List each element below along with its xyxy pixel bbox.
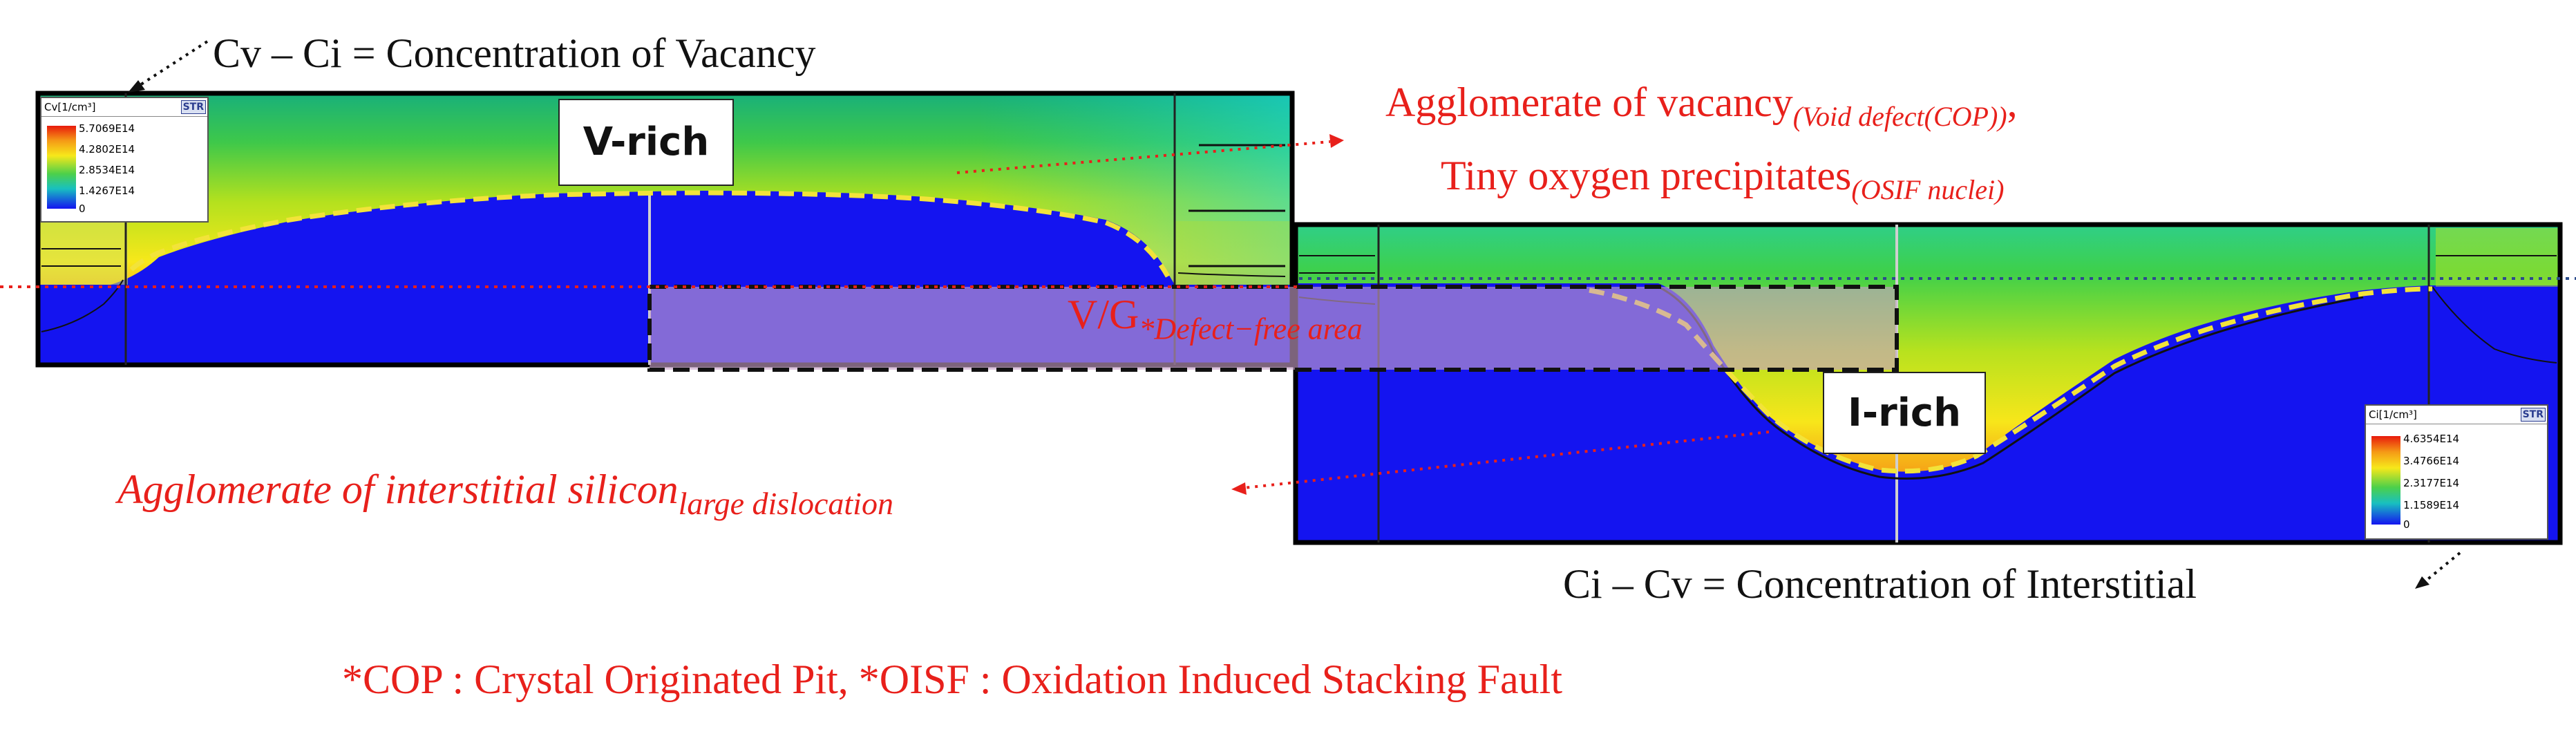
legend-vacancy-tick: 1.4267E14 — [79, 185, 135, 197]
legend-vacancy: Cv[1/cm³] STR 5.7069E14 4.2802E14 2.8534… — [40, 97, 209, 223]
legend-interstitial-header: Ci[1/cm³] STR — [2366, 406, 2547, 424]
agglomerate-vacancy-text: Agglomerate of vacancy(Void defect(COP))… — [1385, 77, 2018, 142]
legend-vacancy-tick: 0 — [79, 202, 86, 215]
legend-interstitial-tick: 4.6354E14 — [2403, 433, 2460, 445]
legend-vacancy-header: Cv[1/cm³] STR — [41, 98, 207, 117]
legend-interstitial-tick: 3.4766E14 — [2403, 455, 2460, 467]
tiny-oxygen: Tiny oxygen precipitates — [1441, 153, 1852, 198]
agglomerate-interstitial-text: Agglomerate of interstitial siliconlarge… — [117, 464, 893, 529]
tiny-oxygen-sub: (OSIF nuclei) — [1851, 174, 2005, 205]
legend-interstitial-title: Ci[1/cm³] — [2369, 408, 2417, 421]
v-rich-label: V-rich — [558, 99, 734, 186]
legend-interstitial: Ci[1/cm³] STR 4.6354E14 3.4766E14 2.3177… — [2365, 404, 2548, 540]
legend-vacancy-tick: 4.2802E14 — [79, 143, 135, 155]
top-label: Cv – Ci = Concentration of Vacancy — [213, 30, 816, 76]
agglomerate-vacancy: Agglomerate of vacancy — [1385, 79, 1793, 125]
footnote: *COP : Crystal Originated Pit, *OISF : O… — [342, 657, 1563, 702]
legend-vacancy-colorbar — [47, 126, 76, 209]
bottom-label: Ci – Cv = Concentration of Interstitial — [1563, 561, 2197, 607]
legend-interstitial-tick: 2.3177E14 — [2403, 477, 2460, 489]
legend-vacancy-str-badge: STR — [180, 100, 206, 114]
agglomerate-vacancy-comma: , — [2007, 79, 2018, 125]
vg-label: V/G*Defect−free area — [1068, 290, 1363, 353]
legend-vacancy-tick: 5.7069E14 — [79, 122, 135, 135]
legend-interstitial-tick: 1.1589E14 — [2403, 499, 2460, 511]
tiny-oxygen-text: Tiny oxygen precipitates(OSIF nuclei) — [1441, 151, 2004, 215]
vg-subscript: *Defect−free area — [1139, 312, 1363, 346]
vg-text: V/G — [1068, 292, 1139, 337]
agglomerate-interstitial-sub: large dislocation — [678, 486, 893, 522]
legend-interstitial-tick: 0 — [2403, 518, 2410, 531]
legend-interstitial-str-badge: STR — [2520, 408, 2546, 422]
agglomerate-interstitial: Agglomerate of interstitial silicon — [117, 466, 679, 512]
legend-vacancy-title: Cv[1/cm³] — [44, 101, 96, 113]
legend-vacancy-tick: 2.8534E14 — [79, 164, 135, 176]
legend-interstitial-colorbar — [2371, 436, 2400, 525]
agglomerate-vacancy-sub: (Void defect(COP)) — [1792, 101, 2007, 132]
defect-free-band — [647, 285, 1899, 372]
i-rich-label: I-rich — [1823, 372, 1986, 454]
